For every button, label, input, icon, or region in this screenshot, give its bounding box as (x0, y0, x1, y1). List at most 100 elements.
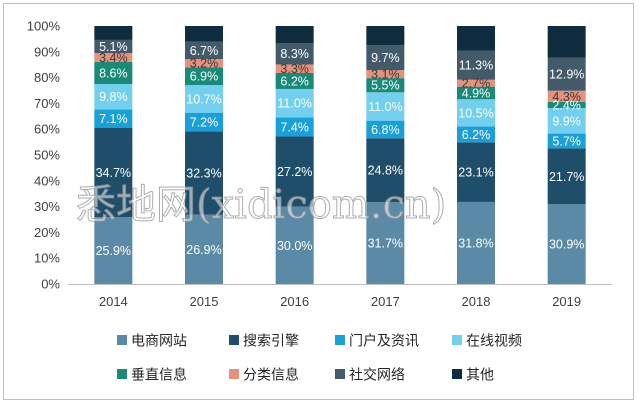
bar-segment-2017-7 (366, 26, 405, 46)
x-tick-label-2018: 2018 (462, 294, 491, 309)
legend-swatch-2 (335, 335, 345, 345)
x-tick-label-2015: 2015 (190, 294, 219, 309)
bar-segment-2016-7 (275, 26, 314, 44)
data-label-2015-5: 3.2% (190, 57, 219, 71)
y-tick-label-1: 10% (34, 251, 60, 266)
data-label-2018-5: 2.7% (462, 77, 491, 91)
data-label-2018-1: 23.1% (458, 166, 493, 180)
bar-segment-2019-7 (547, 26, 586, 58)
data-label-2016-4: 6.2% (280, 74, 309, 88)
bar-segment-2016-1 (275, 136, 314, 207)
bar-segment-2014-5 (94, 53, 133, 62)
x-tick-label-2019: 2019 (552, 294, 581, 309)
bar-segment-2015-2 (185, 112, 223, 132)
data-label-2015-4: 6.9% (190, 70, 219, 84)
bar-segment-2015-7 (185, 26, 223, 42)
data-labels-layer: 25.9% 34.7% 7.1% 9.8% 8.6%3.4%5.1% 26.9% 32.3%… (96, 40, 585, 258)
legend-label-7: 其他 (466, 368, 494, 384)
y-tick-label-3: 30% (34, 199, 60, 214)
bar-segment-2015-6 (185, 41, 223, 60)
data-label-2017-1: 24.8% (368, 164, 403, 178)
bar-segment-2016-2 (275, 117, 314, 137)
data-label-2015-1: 32.3% (186, 166, 221, 180)
bar-segment-2015-3 (185, 85, 223, 113)
data-label-2014-3: 9.8% (99, 90, 128, 104)
legend-swatch-7 (452, 369, 462, 379)
bar-segment-2017-3 (366, 92, 405, 121)
data-label-2014-1: 34.7% (96, 166, 131, 180)
bar-segment-2018-7 (457, 26, 495, 51)
y-tick-label-0: 0% (41, 277, 60, 292)
data-label-2016-1: 27.2% (277, 165, 312, 179)
legend-label-5: 分类信息 (243, 367, 299, 384)
data-label-2015-3: 10.7% (186, 92, 221, 106)
legend-label-3: 在线视频 (466, 334, 522, 350)
legend-label-4: 垂直信息 (131, 367, 187, 384)
data-label-2018-3: 10.5% (458, 106, 493, 120)
bar-segment-2014-4 (94, 61, 133, 85)
y-tick-label-2: 20% (34, 225, 60, 240)
bar-segment-2018-1 (457, 142, 495, 202)
data-label-2019-1: 21.7% (549, 170, 584, 184)
bar-segment-2016-0 (275, 206, 314, 284)
bar-segment-2016-5 (275, 64, 314, 73)
bar-segment-2014-7 (94, 26, 133, 40)
bar-segment-2018-6 (457, 50, 495, 80)
bar-segment-2014-2 (94, 109, 133, 128)
data-label-2017-0: 31.7% (368, 237, 403, 251)
data-label-2017-5: 3.1% (371, 68, 400, 82)
bars-layer (94, 26, 586, 284)
bar-segment-2014-6 (94, 39, 133, 54)
axes-layer: 2014 2015 2016 2017 2018 2019 0% 10% 20% 30% 40% 50… (27, 19, 612, 309)
legend-swatch-1 (229, 335, 239, 345)
bar-segment-2014-3 (94, 84, 133, 110)
data-label-2019-0: 30.9% (549, 238, 584, 252)
bar-segment-2019-0 (547, 204, 586, 284)
data-label-2019-6: 12.9% (549, 68, 584, 82)
data-label-2016-6: 8.3% (280, 47, 309, 61)
y-tick-label-5: 50% (34, 148, 60, 163)
data-label-2018-4: 4.9% (462, 86, 491, 100)
data-label-2016-5: 3.3% (280, 62, 309, 76)
data-label-2017-3: 11.0% (368, 100, 403, 114)
legend-swatch-6 (335, 369, 345, 379)
legend-swatch-3 (452, 335, 462, 345)
legend-label-1: 搜索引擎 (243, 333, 299, 350)
bar-segment-2015-1 (185, 131, 223, 215)
watermark-text: 悉地网(xidicom.cn) (76, 182, 446, 228)
y-tick-label-10: 100% (27, 19, 61, 34)
data-label-2015-6: 6.7% (190, 44, 219, 58)
data-label-2019-4: 2.4% (552, 98, 581, 112)
bar-segment-2015-5 (185, 59, 223, 68)
bar-segment-2018-4 (457, 86, 495, 100)
y-tick-label-6: 60% (34, 122, 60, 137)
legend-label-0: 电商网站 (131, 334, 187, 350)
y-tick-label-9: 90% (34, 44, 60, 59)
y-tick-label-4: 40% (34, 173, 60, 188)
bar-segment-2016-4 (275, 72, 314, 89)
bar-segment-2019-2 (547, 133, 586, 149)
data-label-2017-6: 9.7% (371, 51, 400, 65)
bar-segment-2017-6 (366, 45, 405, 71)
data-label-2016-0: 30.0% (277, 239, 312, 253)
bar-segment-2017-1 (366, 138, 405, 203)
bar-segment-2017-4 (366, 78, 405, 93)
y-tick-label-7: 70% (34, 96, 60, 111)
data-label-2019-3: 9.9% (552, 114, 581, 128)
bar-segment-2015-0 (185, 214, 223, 284)
x-tick-label-2016: 2016 (280, 294, 309, 309)
data-label-2019-2: 5.7% (552, 134, 581, 148)
bar-segment-2019-4 (547, 101, 586, 109)
y-tick-label-8: 80% (34, 70, 60, 85)
data-label-2016-2: 7.4% (280, 120, 309, 134)
stacked-bar-chart: 2014 2015 2016 2017 2018 2019 0% 10% 20% 30% 40% 50… (27, 19, 612, 384)
bar-segment-2015-4 (185, 67, 223, 86)
data-label-2015-2: 7.2% (190, 115, 219, 129)
data-label-2019-5: 4.3% (552, 90, 581, 104)
bar-segment-2017-2 (366, 120, 405, 139)
legend-swatch-4 (117, 369, 127, 379)
x-tick-label-2017: 2017 (371, 294, 400, 309)
bar-segment-2016-3 (275, 88, 314, 118)
legend-swatch-0 (117, 335, 127, 345)
